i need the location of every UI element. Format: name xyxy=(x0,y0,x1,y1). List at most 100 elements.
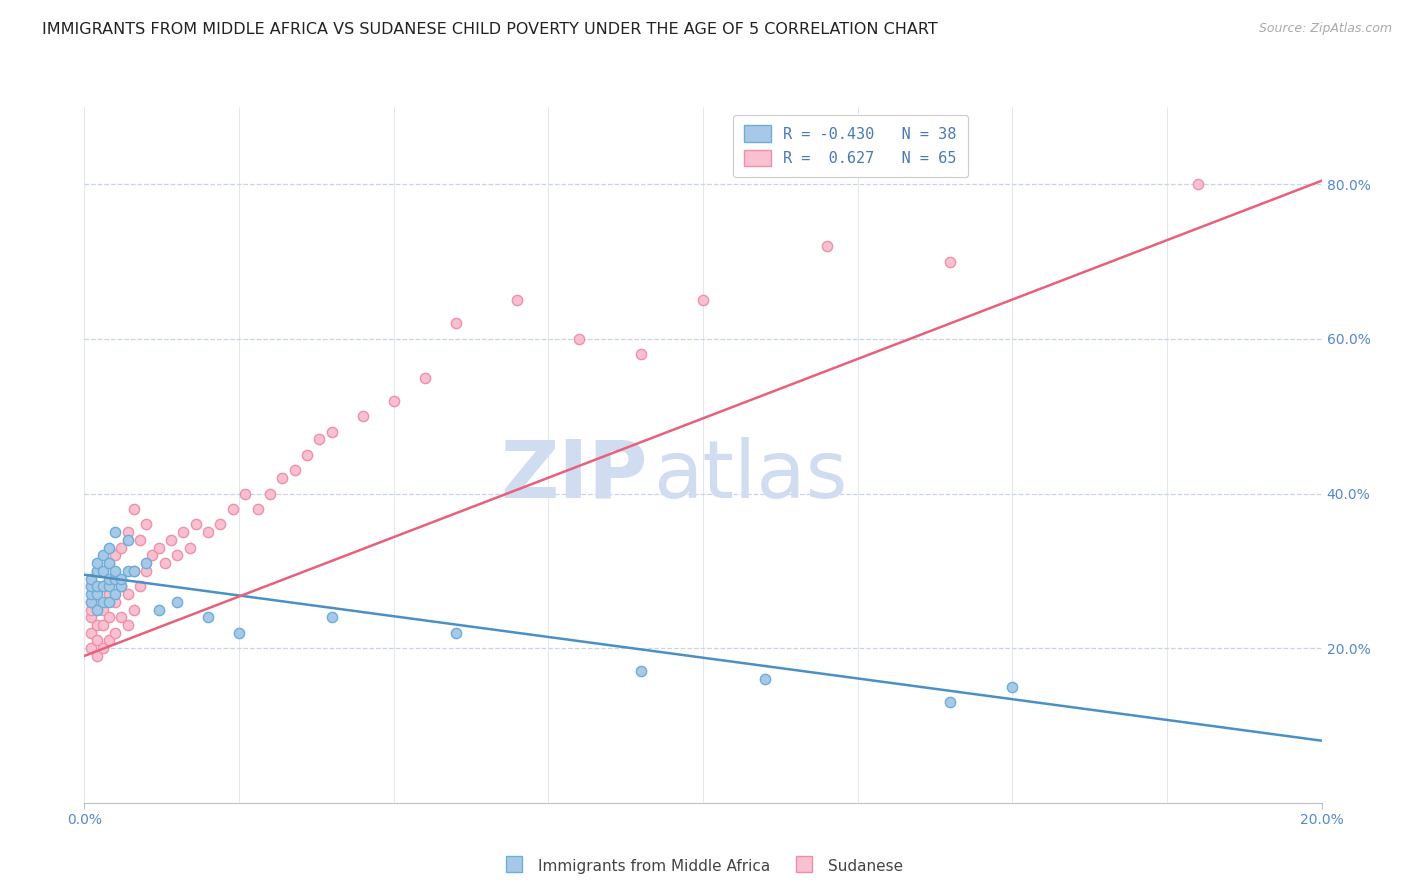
Point xyxy=(129,579,152,593)
Text: atlas: atlas xyxy=(654,437,848,515)
Point xyxy=(110,579,132,593)
Point xyxy=(148,541,170,555)
Point xyxy=(91,618,114,632)
Point xyxy=(135,564,157,578)
Point xyxy=(148,602,170,616)
Point xyxy=(86,587,108,601)
Point xyxy=(98,541,121,555)
Point xyxy=(122,564,145,578)
Point xyxy=(352,409,374,424)
Point xyxy=(79,587,101,601)
Point xyxy=(179,541,201,555)
Point xyxy=(104,595,127,609)
Point xyxy=(86,564,108,578)
Point xyxy=(692,293,714,308)
Point xyxy=(141,549,163,563)
Point xyxy=(110,572,132,586)
Point xyxy=(135,556,157,570)
Point xyxy=(630,665,652,679)
Point xyxy=(110,541,132,555)
Point xyxy=(1001,680,1024,694)
Point xyxy=(98,579,121,593)
Legend: R = -0.430   N = 38, R =  0.627   N = 65: R = -0.430 N = 38, R = 0.627 N = 65 xyxy=(733,115,967,177)
Point xyxy=(98,556,121,570)
Legend: Immigrants from Middle Africa, Sudanese: Immigrants from Middle Africa, Sudanese xyxy=(496,851,910,880)
Point xyxy=(321,425,343,439)
Point xyxy=(117,525,139,540)
Point xyxy=(104,564,127,578)
Point xyxy=(79,641,101,656)
Point xyxy=(117,564,139,578)
Point xyxy=(308,433,330,447)
Point xyxy=(444,625,467,640)
Point xyxy=(233,486,256,500)
Text: ZIP: ZIP xyxy=(501,437,647,515)
Point xyxy=(172,525,194,540)
Point xyxy=(79,572,101,586)
Point xyxy=(506,293,529,308)
Point xyxy=(98,556,121,570)
Point xyxy=(122,564,145,578)
Point xyxy=(79,625,101,640)
Point xyxy=(79,602,101,616)
Point xyxy=(568,332,591,346)
Point xyxy=(104,572,127,586)
Point xyxy=(122,502,145,516)
Point xyxy=(295,448,318,462)
Point xyxy=(754,672,776,686)
Point xyxy=(222,502,245,516)
Point xyxy=(79,579,101,593)
Point xyxy=(117,533,139,547)
Point xyxy=(98,610,121,624)
Point xyxy=(104,587,127,601)
Point xyxy=(91,641,114,656)
Point xyxy=(321,610,343,624)
Point xyxy=(444,317,467,331)
Point xyxy=(382,393,405,408)
Point xyxy=(98,595,121,609)
Point xyxy=(197,525,219,540)
Point xyxy=(939,254,962,268)
Text: Source: ZipAtlas.com: Source: ZipAtlas.com xyxy=(1258,22,1392,36)
Point xyxy=(184,517,207,532)
Point xyxy=(91,602,114,616)
Point xyxy=(91,595,114,609)
Point xyxy=(166,595,188,609)
Point xyxy=(271,471,294,485)
Point xyxy=(86,633,108,648)
Point xyxy=(939,695,962,709)
Point xyxy=(79,610,101,624)
Point xyxy=(129,533,152,547)
Point xyxy=(86,595,108,609)
Point xyxy=(815,239,838,253)
Point xyxy=(246,502,269,516)
Point xyxy=(160,533,183,547)
Point xyxy=(153,556,176,570)
Point xyxy=(110,610,132,624)
Point xyxy=(86,618,108,632)
Point xyxy=(104,625,127,640)
Point xyxy=(166,549,188,563)
Point xyxy=(91,579,114,593)
Point xyxy=(630,347,652,361)
Point xyxy=(86,556,108,570)
Point xyxy=(110,579,132,593)
Point xyxy=(98,572,121,586)
Point xyxy=(91,564,114,578)
Point xyxy=(79,579,101,593)
Point xyxy=(98,587,121,601)
Point xyxy=(86,648,108,663)
Point xyxy=(1187,178,1209,192)
Point xyxy=(228,625,250,640)
Text: IMMIGRANTS FROM MIDDLE AFRICA VS SUDANESE CHILD POVERTY UNDER THE AGE OF 5 CORRE: IMMIGRANTS FROM MIDDLE AFRICA VS SUDANES… xyxy=(42,22,938,37)
Point xyxy=(79,595,101,609)
Point xyxy=(284,463,307,477)
Point xyxy=(91,579,114,593)
Point xyxy=(86,579,108,593)
Point xyxy=(86,602,108,616)
Point xyxy=(122,602,145,616)
Point xyxy=(209,517,232,532)
Point xyxy=(197,610,219,624)
Point xyxy=(117,618,139,632)
Point xyxy=(413,370,436,384)
